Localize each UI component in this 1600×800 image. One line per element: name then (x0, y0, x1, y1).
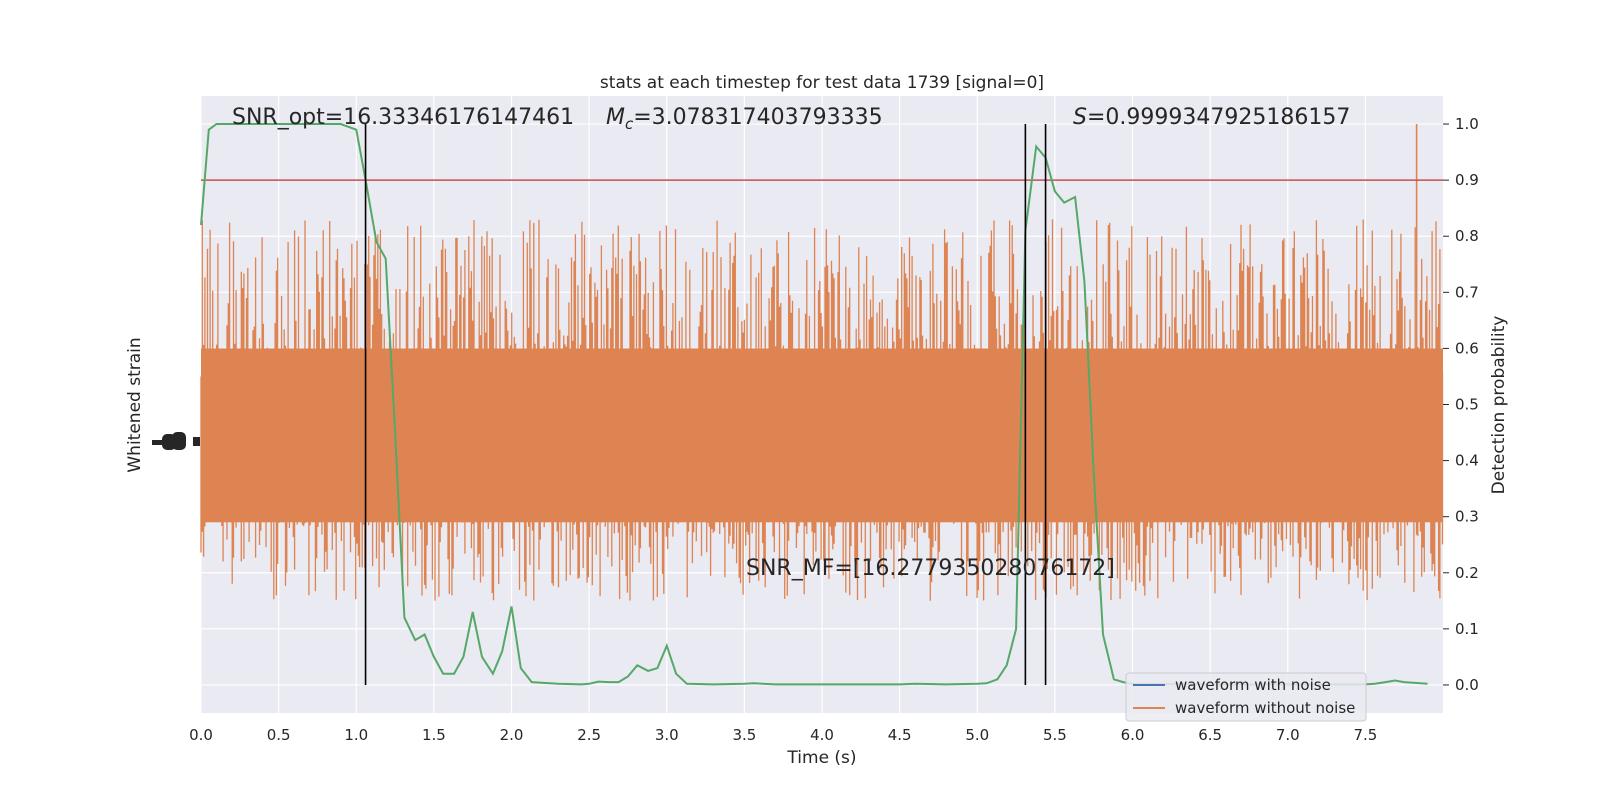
chart-title: stats at each timestep for test data 173… (600, 73, 1044, 93)
x-tick-label: 0.5 (267, 726, 291, 744)
chirp-mass-subscript: c (625, 115, 634, 133)
y-tick-label: 0.7 (1455, 283, 1479, 301)
strain-trace-without-noise (200, 219, 1444, 601)
y-tick-label: 0.0 (1455, 676, 1479, 694)
x-tick-label: 4.0 (810, 726, 834, 744)
vertical-marker-lines (364, 124, 1047, 685)
y-tick-label: 0.8 (1455, 227, 1479, 245)
x-tick-label: 3.5 (732, 726, 756, 744)
y-tick-label: 0.6 (1455, 339, 1479, 357)
y-tick-label: 0.3 (1455, 508, 1479, 526)
x-tick-label: 5.5 (1043, 726, 1067, 744)
y-axis-left-label: Whitened strain (125, 337, 145, 472)
legend-label-with-noise: waveform with noise (1175, 676, 1331, 694)
x-tick-label: 7.0 (1276, 726, 1300, 744)
x-tick-label: 4.5 (888, 726, 912, 744)
x-tick-label: 0.0 (189, 726, 213, 744)
s-annotation: S=0.9999347925186157 (1073, 105, 1350, 130)
detection-probability-line (200, 123, 1428, 686)
chirp-mass-value: =3.078317403793335 (633, 105, 882, 130)
x-tick-label: 6.5 (1198, 726, 1222, 744)
y-tick-label: 0.1 (1455, 620, 1479, 638)
chirp-mass-annotation: Mc=3.078317403793335 (606, 105, 883, 133)
x-tick-label: 3.0 (655, 726, 679, 744)
y-tick-label: 0.9 (1455, 171, 1479, 189)
snr-opt-annotation: SNR_opt=16.33346176147461 (232, 105, 574, 130)
s-value: =0.9999347925186157 (1087, 105, 1350, 130)
x-tick-label: 1.0 (344, 726, 368, 744)
x-tick-label: 1.5 (422, 726, 446, 744)
y-tick-label: 0.5 (1455, 396, 1479, 414)
legend-box (1125, 672, 1367, 722)
legend-label-without-noise: waveform without noise (1175, 699, 1355, 717)
legend: waveform with noise waveform without noi… (1125, 672, 1367, 722)
x-tick-label: 2.5 (577, 726, 601, 744)
y-tick-labels: 0.0 0.1 0.2 0.3 0.4 0.5 0.6 0.7 0.8 0.9 1.0 (1443, 115, 1479, 694)
y-tick-label: 0.2 (1455, 564, 1479, 582)
y-axis-right-label: Detection probability (1489, 316, 1509, 495)
x-tick-label: 7.5 (1353, 726, 1377, 744)
x-axis-label: Time (s) (786, 748, 856, 768)
x-tick-label: 5.0 (965, 726, 989, 744)
x-tick-label: 2.0 (500, 726, 524, 744)
y-tick-label: 0.4 (1455, 452, 1479, 470)
strain-trace-layer (200, 124, 1444, 601)
y-tick-label: 1.0 (1455, 115, 1479, 133)
x-tick-label: 6.0 (1121, 726, 1145, 744)
snr-mf-annotation: SNR_MF=[16.277935028076172] (746, 556, 1115, 581)
x-tick-labels: 0.0 0.5 1.0 1.5 2.0 2.5 3.0 3.5 4.0 4.5 5.0 5.5 6.0 6… (189, 726, 1377, 744)
s-symbol: S (1073, 105, 1087, 130)
left-axis-tick-clutter (152, 432, 200, 450)
chirp-mass-symbol: M (606, 105, 625, 130)
